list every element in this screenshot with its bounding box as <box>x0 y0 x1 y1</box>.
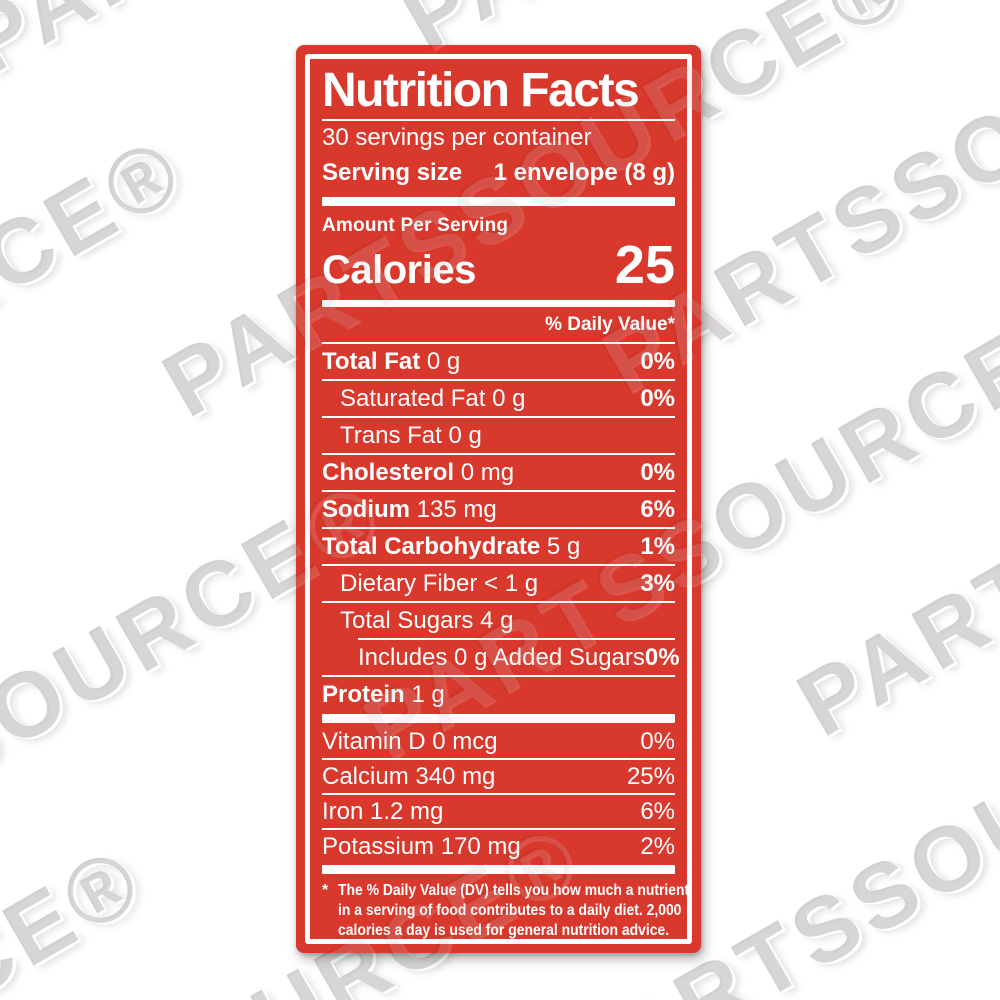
footnote-text: The % Daily Value (DV) tells you how muc… <box>338 881 690 939</box>
nutrient-dv: 3% <box>640 569 675 597</box>
vitamin-text: Vitamin D 0 mcg <box>322 727 498 755</box>
nutrient-dv: 0% <box>640 458 675 486</box>
nutrient-row-total-sugars: Total Sugars 4 g <box>322 603 675 638</box>
divider-thick <box>322 714 675 723</box>
nutrient-row-saturated-fat: Saturated Fat 0 g 0% <box>322 381 675 416</box>
divider-thin <box>322 527 675 529</box>
vitamin-row-calcium: Calcium 340 mg 25% <box>322 760 675 793</box>
nutrient-row-dietary-fiber: Dietary Fiber < 1 g 3% <box>322 566 675 601</box>
nutrient-amount: 0 mg <box>460 458 515 486</box>
divider-thin <box>322 379 675 381</box>
nutrient-row-protein: Protein 1 g <box>322 677 675 712</box>
vitamin-dv: 25% <box>626 762 675 790</box>
divider-thin <box>322 342 675 344</box>
label-inner-frame: Nutrition Facts 30 servings per containe… <box>305 54 692 944</box>
nutrient-name: Protein <box>322 680 405 708</box>
servings-per-container: 30 servings per container <box>322 124 592 151</box>
vitamin-row-iron: Iron 1.2 mg 6% <box>322 795 675 828</box>
nutrient-amount: 135 mg <box>416 495 497 523</box>
serving-size-label: Serving size <box>322 159 463 186</box>
vitamin-dv: 6% <box>640 797 675 825</box>
nutrient-dv: 6% <box>640 495 675 523</box>
serving-size-row: Serving size 1 envelope (8 g) <box>322 155 675 191</box>
nutrient-row-trans-fat: Trans Fat 0 g <box>322 418 675 453</box>
amount-per-serving-label: Amount Per Serving <box>322 215 509 236</box>
label-title: Nutrition Facts <box>322 64 640 117</box>
vitamin-row-potassium: Potassium 170 mg 2% <box>322 830 675 863</box>
nutrient-row-total-fat: Total Fat 0 g 0% <box>322 344 675 379</box>
nutrient-dv: 0% <box>640 384 675 412</box>
nutrient-name: Total Sugars 4 g <box>340 606 514 634</box>
divider-medium <box>322 300 675 307</box>
nutrient-amount: 0 g <box>426 347 461 375</box>
nutrient-name: Cholesterol <box>322 458 455 486</box>
footnote-line: calories a day is used for general nutri… <box>338 922 670 939</box>
vitamin-dv: 0% <box>640 727 675 755</box>
nutrient-dv: 1% <box>640 532 675 560</box>
nutrient-amount: 5 g <box>546 532 581 560</box>
footnote-line: in a serving of food contributes to a da… <box>338 902 682 919</box>
nutrient-row-sodium: Sodium 135 mg 6% <box>322 492 675 527</box>
daily-value-header: % Daily Value* <box>545 314 675 335</box>
nutrient-row-added-sugars: Includes 0 g Added Sugars 0% <box>322 640 680 675</box>
divider-thin <box>322 828 675 830</box>
footnote-asterisk: * <box>322 882 329 899</box>
nutrient-name: Total Carbohydrate <box>322 532 541 560</box>
calories-value: 25 <box>614 235 675 295</box>
vitamin-text: Calcium 340 mg <box>322 762 496 790</box>
divider-thin <box>322 793 675 795</box>
nutrient-row-cholesterol: Cholesterol 0 mg 0% <box>322 455 675 490</box>
footnote-line: The % Daily Value (DV) tells you how muc… <box>338 882 690 899</box>
calories-label: Calories <box>322 248 476 292</box>
nutrient-dv: 0% <box>644 643 680 671</box>
divider-thin <box>322 758 675 760</box>
nutrient-name: Total Fat <box>322 347 421 375</box>
nutrient-name: Sodium <box>322 495 410 523</box>
divider-thick <box>322 865 675 874</box>
divider-thick <box>322 197 675 206</box>
vitamin-row-vitamin-d: Vitamin D 0 mcg 0% <box>322 725 675 758</box>
divider-thin <box>322 453 675 455</box>
divider-thin <box>322 119 675 121</box>
nutrient-name: Includes 0 g Added Sugars <box>358 643 645 671</box>
vitamin-text: Iron 1.2 mg <box>322 797 444 825</box>
divider-thin <box>322 564 675 566</box>
divider-thin-indented <box>358 638 675 640</box>
divider-thin <box>322 416 675 418</box>
calories-row: Calories 25 <box>322 235 675 296</box>
nutrient-amount: 1 g <box>411 680 445 708</box>
nutrient-name: Trans Fat 0 g <box>340 421 482 449</box>
divider-thin <box>322 601 675 603</box>
vitamin-dv: 2% <box>640 832 675 860</box>
vitamin-text: Potassium 170 mg <box>322 832 521 860</box>
nutrition-facts-label: Nutrition Facts 30 servings per containe… <box>296 45 701 953</box>
nutrient-dv: 0% <box>640 347 675 375</box>
divider-thin <box>322 675 675 677</box>
nutrient-row-total-carbohydrate: Total Carbohydrate 5 g 1% <box>322 529 675 564</box>
divider-thin <box>322 490 675 492</box>
nutrient-name: Saturated Fat 0 g <box>340 384 526 412</box>
nutrient-name: Dietary Fiber < 1 g <box>340 569 539 597</box>
serving-size-value: 1 envelope (8 g) <box>493 159 675 186</box>
footnote: * The % Daily Value (DV) tells you how m… <box>322 881 687 939</box>
